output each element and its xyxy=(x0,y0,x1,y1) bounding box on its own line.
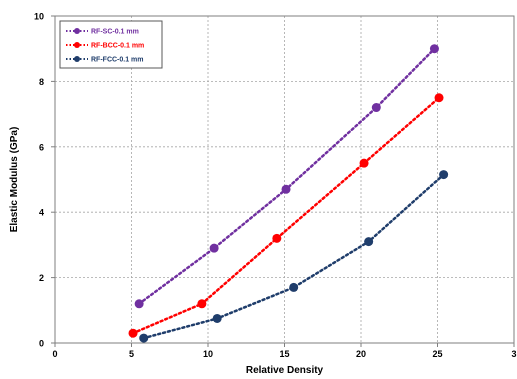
series-line xyxy=(137,47,436,306)
legend-swatch-marker xyxy=(74,42,80,48)
x-tick-label: 5 xyxy=(129,349,134,359)
y-tick-label: 6 xyxy=(39,142,44,152)
legend-label: RF-BCC-0.1 mm xyxy=(91,43,144,50)
data-point xyxy=(364,237,374,247)
data-point xyxy=(434,93,444,103)
data-point xyxy=(134,299,144,309)
data-point xyxy=(359,158,369,168)
legend-label: RF-FCC-0.1 mm xyxy=(91,57,144,64)
y-tick-label: 10 xyxy=(34,12,44,22)
data-point xyxy=(429,44,439,54)
grid-lines xyxy=(55,16,514,343)
y-axis-title: Elastic Modulus (GPa) xyxy=(9,127,20,233)
legend-swatch-marker xyxy=(74,56,80,62)
x-axis-title: Relative Density xyxy=(246,365,324,376)
data-point xyxy=(439,170,449,180)
data-point xyxy=(128,328,138,338)
data-point xyxy=(139,333,149,343)
x-tick-label: 3 xyxy=(511,349,516,359)
x-tick-label: 15 xyxy=(279,349,289,359)
data-point xyxy=(281,184,291,194)
y-tick-label: 0 xyxy=(39,339,44,349)
x-tick-label: 0 xyxy=(52,349,57,359)
series-layer xyxy=(128,44,449,343)
data-point xyxy=(371,103,381,113)
data-point xyxy=(289,282,299,292)
x-tick-label: 25 xyxy=(432,349,442,359)
legend-label: RF-SC-0.1 mm xyxy=(91,29,139,36)
y-axis: 0 2 4 6 8 10 xyxy=(34,12,55,349)
y-tick-label: 2 xyxy=(39,273,44,283)
series xyxy=(134,44,439,309)
series xyxy=(139,170,449,343)
data-point xyxy=(272,233,282,243)
legend-swatch-marker xyxy=(74,28,80,34)
x-tick-label: 20 xyxy=(356,349,366,359)
series-line xyxy=(142,173,445,340)
x-tick-label: 10 xyxy=(203,349,213,359)
data-point xyxy=(209,243,219,253)
series xyxy=(128,93,444,338)
data-point xyxy=(197,299,207,309)
x-axis: 0 5 10 15 20 25 3 xyxy=(52,343,517,359)
data-point xyxy=(212,313,222,323)
y-tick-label: 8 xyxy=(39,77,44,87)
series-line xyxy=(131,96,441,335)
legend: RF-SC-0.1 mm RF-BCC-0.1 mm RF-FCC-0.1 mm xyxy=(59,20,163,69)
y-tick-label: 4 xyxy=(39,208,44,218)
